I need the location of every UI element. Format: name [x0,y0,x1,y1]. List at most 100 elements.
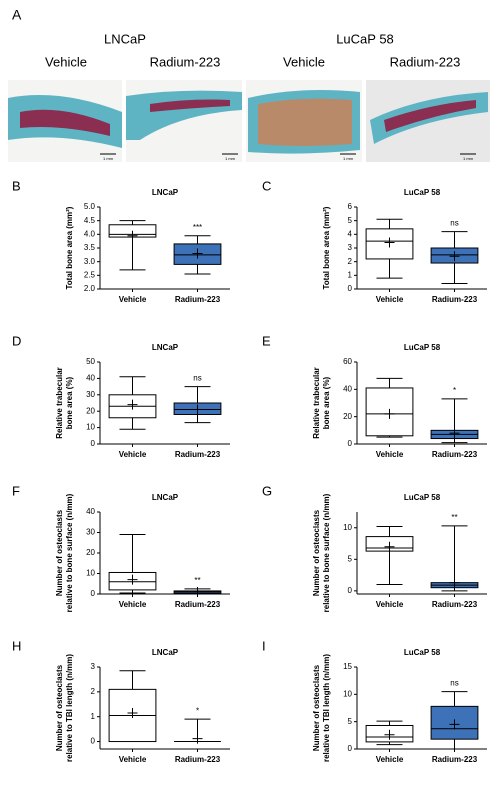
x-tick-label: Vehicle [376,450,404,459]
x-tick-label: Vehicle [119,600,147,609]
x-tick-label: Radium-223 [432,450,478,459]
y-tick-label: 20 [86,548,95,557]
image-caption: Radium-223 [390,54,461,69]
box [365,387,414,437]
mean-marker [127,707,138,718]
panel-label: I [262,638,266,653]
panel-label: A [12,7,22,23]
y-tick-label: 3 [91,662,96,671]
mean-marker [192,586,203,597]
x-tick-label: Vehicle [376,755,404,764]
y-tick-label: 4.0 [84,229,96,238]
y-tick-label: 2 [91,687,96,696]
significance: ns [450,219,458,228]
y-tick-label: 0 [91,737,96,746]
panel-label: B [12,178,21,193]
panel-label: E [262,333,271,348]
y-tick-label: 30 [86,390,95,399]
mean-marker [192,404,203,415]
x-tick-label: Radium-223 [175,600,221,609]
y-axis-label: Total bone area (mm²) [322,206,331,289]
x-tick-label: Radium-223 [432,600,478,609]
y-axis-label: Total bone area (mm²) [65,206,74,289]
y-axis-label: bone area (%) [322,376,331,429]
y-tick-label: 5 [348,717,353,726]
y-tick-label: 4.5 [84,216,96,225]
mean-marker [127,399,138,410]
y-tick-label: 40 [86,374,95,383]
x-tick-label: Radium-223 [175,755,221,764]
y-tick-label: 40 [343,384,352,393]
y-axis-label: relative to bone surface (n/mm) [65,493,74,612]
y-tick-label: 0 [91,589,96,598]
y-axis-label: bone area (%) [65,376,74,429]
x-tick-label: Radium-223 [175,450,221,459]
y-tick-label: 10 [86,569,95,578]
group-title: LNCaP [104,31,146,46]
x-tick-label: Vehicle [119,450,147,459]
scale-label: 1 mm [343,156,354,161]
y-tick-label: 0 [91,439,96,448]
y-tick-label: 50 [86,357,95,366]
x-tick-label: Vehicle [119,295,147,304]
y-tick-label: 3 [348,243,353,252]
x-tick-label: Vehicle [376,600,404,609]
x-tick-label: Radium-223 [175,295,221,304]
y-tick-label: 1 [348,270,353,279]
scale-label: 1 mm [225,156,236,161]
chart-title: LNCaP [152,188,179,197]
y-axis-label: Relative trabecular [312,367,321,439]
image-caption: Radium-223 [150,54,221,69]
panel-label: F [12,483,20,498]
x-tick-label: Vehicle [376,295,404,304]
y-tick-label: 0 [348,284,353,293]
chart-title: LNCaP [152,343,179,352]
mean-marker [384,729,395,740]
scale-label: 1 mm [103,156,114,161]
y-tick-label: 0 [348,586,353,595]
y-tick-label: 2.0 [84,284,96,293]
x-tick-label: Vehicle [119,755,147,764]
y-tick-label: 5.0 [84,202,96,211]
y-tick-label: 30 [86,528,95,537]
box [365,228,414,260]
mean-marker [127,574,138,585]
chart-title: LuCaP 58 [404,343,441,352]
chart-title: LuCaP 58 [404,493,441,502]
scale-label: 1 mm [463,156,474,161]
y-axis-label: relative to TBI length (n/mm) [65,654,74,762]
y-tick-label: 6 [348,202,353,211]
y-tick-label: 0 [348,439,353,448]
y-tick-label: 5 [348,554,353,563]
panel-label: D [12,333,21,348]
y-tick-label: 2 [348,257,353,266]
y-axis-label: Number of osteoclasts [312,664,321,751]
y-tick-label: 20 [343,412,352,421]
y-tick-label: 0 [348,744,353,753]
y-tick-label: 10 [343,523,352,532]
y-tick-label: 60 [343,357,352,366]
mean-marker [449,719,460,730]
y-axis-label: Number of osteoclasts [55,509,64,596]
panel-label: C [262,178,271,193]
x-tick-label: Radium-223 [432,295,478,304]
chart-title: LuCaP 58 [404,648,441,657]
significance: *** [193,223,202,232]
mean-marker [384,541,395,552]
y-axis-label: Number of osteoclasts [312,509,321,596]
x-tick-label: Radium-223 [432,755,478,764]
y-tick-label: 3.5 [84,243,96,252]
mean-marker [384,408,395,419]
significance: * [453,386,456,395]
image-caption: Vehicle [45,54,87,69]
mean-marker [449,577,460,588]
y-axis-label: Relative trabecular [55,367,64,439]
image-caption: Vehicle [283,54,325,69]
panel-label: G [262,483,272,498]
panel-label: H [12,638,21,653]
significance: * [196,706,199,715]
y-tick-label: 20 [86,406,95,415]
mean-marker [192,733,203,744]
mean-marker [127,230,138,241]
